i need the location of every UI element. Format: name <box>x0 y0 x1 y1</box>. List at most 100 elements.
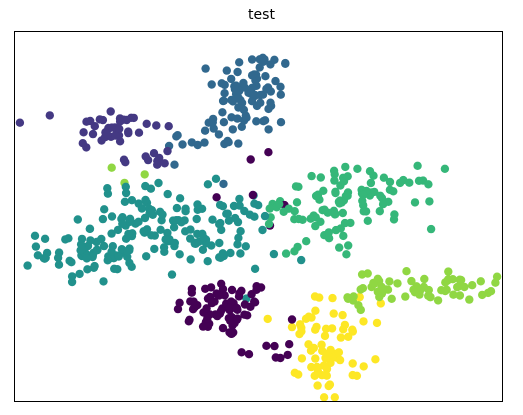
scatter-point <box>186 234 195 243</box>
scatter-point <box>233 67 242 77</box>
scatter-point <box>359 207 368 216</box>
scatter-point <box>372 318 382 328</box>
scatter-point <box>385 177 395 187</box>
scatter-point <box>203 257 212 266</box>
scatter-point <box>236 249 245 258</box>
scatter-point <box>207 80 216 89</box>
scatter-point <box>327 324 337 333</box>
scatter-point <box>170 238 179 248</box>
scatter-point <box>113 265 122 274</box>
scatter-point <box>141 195 150 205</box>
scatter-point <box>343 293 352 302</box>
scatter-point <box>311 221 320 231</box>
scatter-point <box>393 279 402 288</box>
scatter-point <box>465 295 474 304</box>
scatter-point <box>424 180 433 189</box>
scatter-point <box>103 256 112 265</box>
scatter-point <box>401 292 410 301</box>
scatter-point <box>291 182 301 191</box>
scatter-point <box>163 189 172 199</box>
scatter-point <box>492 272 502 281</box>
scatter-point <box>358 196 367 205</box>
scatter-point <box>320 331 330 341</box>
scatter-point <box>276 90 285 99</box>
scatter-point <box>341 162 350 172</box>
scatter-point <box>264 125 273 134</box>
scatter-point <box>309 343 318 353</box>
scatter-point <box>376 191 385 200</box>
scatter-point <box>224 216 234 225</box>
scatter-point <box>275 199 284 209</box>
scatter-point <box>389 187 398 196</box>
scatter-point <box>200 138 209 147</box>
scatter-point <box>173 304 183 314</box>
scatter-point <box>283 350 292 360</box>
scatter-point <box>269 249 279 259</box>
scatter-point <box>202 304 211 313</box>
scatter-point <box>318 206 327 215</box>
points-layer <box>15 53 502 402</box>
scatter-point <box>353 164 362 173</box>
scatter-point <box>453 282 462 292</box>
scatter-point <box>290 247 299 256</box>
scatter-point <box>357 270 367 279</box>
scatter-point <box>97 234 106 244</box>
scatter-point <box>150 244 159 254</box>
scatter-point <box>142 119 151 128</box>
scatter-point <box>378 284 387 293</box>
scatter-point <box>355 292 364 302</box>
scatter-point <box>215 291 224 300</box>
scatter-point <box>455 291 465 300</box>
scatter-point <box>246 155 255 164</box>
scatter-point <box>40 234 50 243</box>
scatter-point <box>160 247 169 256</box>
chart-title: test <box>248 7 275 23</box>
scatter-point <box>139 227 148 236</box>
scatter-point <box>220 89 229 98</box>
scatter-point <box>239 78 248 88</box>
scatter-point <box>134 217 143 226</box>
scatter-point <box>178 140 187 149</box>
scatter-point <box>77 244 87 253</box>
scatter-point <box>212 193 221 202</box>
scatter-point <box>147 231 156 240</box>
scatter-point <box>124 127 133 136</box>
scatter-point <box>234 233 243 243</box>
scatter-point <box>233 314 242 323</box>
scatter-point <box>214 130 224 139</box>
scatter-point <box>31 242 41 251</box>
scatter-point <box>311 306 320 315</box>
scatter-point <box>241 111 250 120</box>
scatter-point <box>86 116 95 126</box>
scatter-point <box>175 298 184 307</box>
scatter-point <box>244 350 254 359</box>
scatter-point <box>98 214 108 224</box>
scatter-point <box>106 107 115 116</box>
scatter-point <box>379 173 389 182</box>
scatter-point <box>294 214 303 224</box>
scatter-point <box>426 292 435 302</box>
scatter-point <box>235 58 244 67</box>
scatter-point <box>107 163 116 172</box>
scatter-point <box>172 216 181 225</box>
scatter-point <box>250 212 259 221</box>
scatter-point <box>265 204 274 213</box>
scatter-point <box>365 167 375 176</box>
scatter-point <box>348 359 357 368</box>
scatter-point <box>326 345 335 355</box>
scatter-point <box>225 303 234 313</box>
scatter-point <box>232 303 242 313</box>
scatter-point <box>88 129 98 139</box>
scatter-point <box>271 76 280 86</box>
scatter-point <box>215 238 224 248</box>
scatter-point <box>189 297 198 306</box>
scatter-point <box>226 248 235 258</box>
scatter-point <box>198 322 208 331</box>
scatter-point <box>121 182 130 191</box>
scatter-point <box>297 327 306 336</box>
scatter-point <box>413 161 422 170</box>
scatter-point <box>167 270 177 279</box>
scatter-point <box>99 277 108 286</box>
scatter-point <box>371 355 380 364</box>
scatter-point <box>107 212 117 221</box>
